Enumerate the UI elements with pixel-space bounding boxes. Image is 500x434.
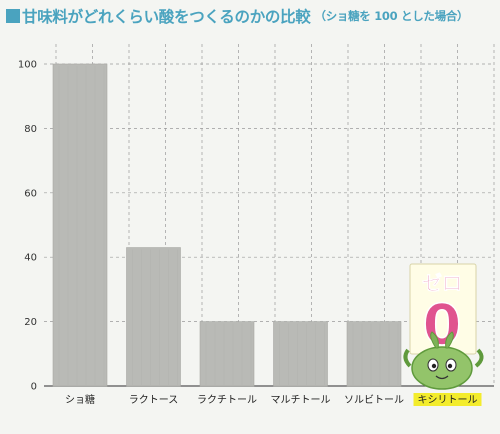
y-tick-label: 40 <box>24 253 37 264</box>
bar <box>273 321 328 387</box>
y-tick-label: 80 <box>24 124 37 135</box>
category-label: ラクトース <box>129 394 179 406</box>
y-axis-ticks: 0 20 40 60 80 100 <box>18 60 37 393</box>
y-tick-label: 20 <box>24 317 37 328</box>
bar <box>346 321 402 387</box>
y-tick-label: 0 <box>31 382 37 393</box>
category-label: マルチトール <box>271 394 331 406</box>
category-label: ソルビトール <box>344 394 404 406</box>
category-label: ラクチトール <box>197 394 257 406</box>
xylitol-mascot-icon: ゼロ 0 <box>403 263 484 390</box>
highlight-label-background <box>413 393 482 406</box>
bar <box>52 63 108 387</box>
chart-subtitle: （ショ糖を 100 とした場合） <box>314 9 469 23</box>
category-label: ショ糖 <box>65 393 95 406</box>
square-bullet-icon <box>6 9 20 23</box>
category-label: キシリトール <box>418 395 478 406</box>
chart-title-text: 甘味料がどれくらい酸をつくるのかの比較 <box>22 8 311 26</box>
zero-katakana-label: ゼロ <box>422 271 462 295</box>
x-axis-labels: ショ糖 ラクトース ラクチトール マルチトール ソルビトール キシリトール <box>65 393 482 406</box>
y-tick-label: 100 <box>18 60 37 71</box>
chart-title: 甘味料がどれくらい酸をつくるのかの比較 （ショ糖を 100 とした場合） <box>6 5 496 27</box>
y-tick-label: 60 <box>24 188 37 199</box>
bar <box>199 321 255 387</box>
bar <box>126 247 181 387</box>
bars <box>52 63 402 387</box>
